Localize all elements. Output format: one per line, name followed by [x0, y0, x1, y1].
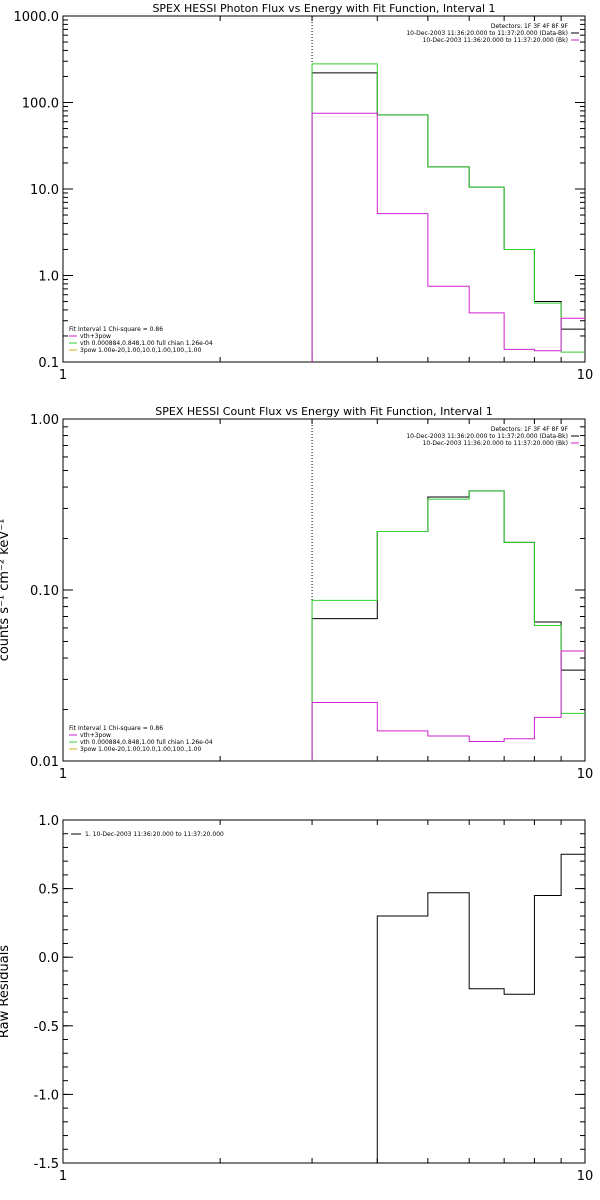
x-tick-label-1-1: 10	[577, 368, 594, 383]
y-tick-label-1-0: 0.1	[38, 356, 59, 371]
y-tick-label-3-4: 0.5	[38, 883, 59, 898]
y-axis-label-3: Raw Residuals	[0, 945, 12, 1038]
series-step-line-2-3	[311, 650, 585, 761]
info-line-1-0: Detectors: 1F 3F 4F 8F 9F	[491, 23, 569, 30]
plot-frame-1	[62, 15, 586, 363]
y-tick-label-2-1: 0.10	[30, 584, 59, 599]
y-tick-label-3-5: 1.0	[38, 814, 59, 829]
legend-entry-2-1: vth 0.000884,0.848,1.00 full chian 1.26e…	[80, 739, 213, 746]
info-line-2-0: Detectors: 1F 3F 4F 8F 9F	[491, 426, 569, 433]
info-line-1-2: 10-Dec-2003 11:36:20.000 to 11:37:20.000…	[423, 37, 568, 44]
legend-entry-1-1: vth 0.000884,0.848,1.00 full chian 1.26e…	[80, 340, 213, 347]
y-tick-label-3-1: -1.0	[34, 1088, 59, 1103]
series-step-line-1-3	[311, 112, 585, 362]
chart-title-1: SPEX HESSI Photon Flux vs Energy with Fi…	[152, 2, 495, 15]
x-tick-label-2-1: 10	[577, 767, 594, 782]
legend-entry-3-0: 1. 10-Dec-2003 11:36:20.000 to 11:37:20.…	[85, 831, 224, 838]
y-tick-label-1-3: 100.0	[22, 97, 59, 112]
y-tick-label-3-2: -0.5	[34, 1020, 59, 1035]
series-step-line-2-2	[311, 490, 585, 761]
series-step-line-1-1	[311, 72, 585, 362]
y-tick-label-1-2: 10.0	[30, 183, 59, 198]
plot-frame-2	[62, 418, 586, 762]
y-tick-label-1-4: 1000.0	[14, 10, 60, 25]
x-tick-label-2-0: 1	[59, 767, 67, 782]
y-tick-label-2-2: 1.00	[30, 413, 59, 428]
legend-entry-2-0: vth+3pow	[80, 732, 111, 739]
info-line-2-1: 10-Dec-2003 11:36:20.000 to 11:37:20.000…	[406, 433, 568, 440]
x-tick-label-3-0: 1	[59, 1169, 67, 1184]
info-line-1-1: 10-Dec-2003 11:36:20.000 to 11:37:20.000…	[406, 30, 568, 37]
y-axis-label-2: counts s⁻¹ cm⁻² keV⁻¹	[0, 519, 12, 662]
y-tick-label-1-1: 1.0	[38, 270, 59, 285]
series-step-line-3-1	[376, 853, 585, 1163]
y-tick-label-3-3: 0.0	[38, 951, 59, 966]
legend-entry-1-0: vth+3pow	[80, 333, 111, 340]
fit-summary-2: Fit Interval 1 Chi-square = 0.86	[69, 725, 163, 732]
x-tick-label-1-0: 1	[59, 368, 67, 383]
chart-title-2: SPEX HESSI Count Flux vs Energy with Fit…	[155, 405, 492, 418]
y-tick-label-2-0: 0.01	[30, 755, 59, 770]
fit-summary-1: Fit Interval 1 Chi-square = 0.86	[69, 326, 163, 333]
legend-entry-1-2: 3pow 1.00e-20,1.00,10.0,1.00,100.,1.00	[80, 347, 201, 354]
y-tick-label-3-0: -1.5	[34, 1157, 59, 1172]
info-line-2-2: 10-Dec-2003 11:36:20.000 to 11:37:20.000…	[423, 440, 568, 447]
x-tick-label-3-1: 10	[577, 1169, 594, 1184]
legend-entry-2-2: 3pow 1.00e-20,1.00,10.0,1.00,100.,1.00	[80, 746, 201, 753]
plot-frame-3	[62, 819, 586, 1164]
series-step-line-1-2	[311, 63, 585, 362]
